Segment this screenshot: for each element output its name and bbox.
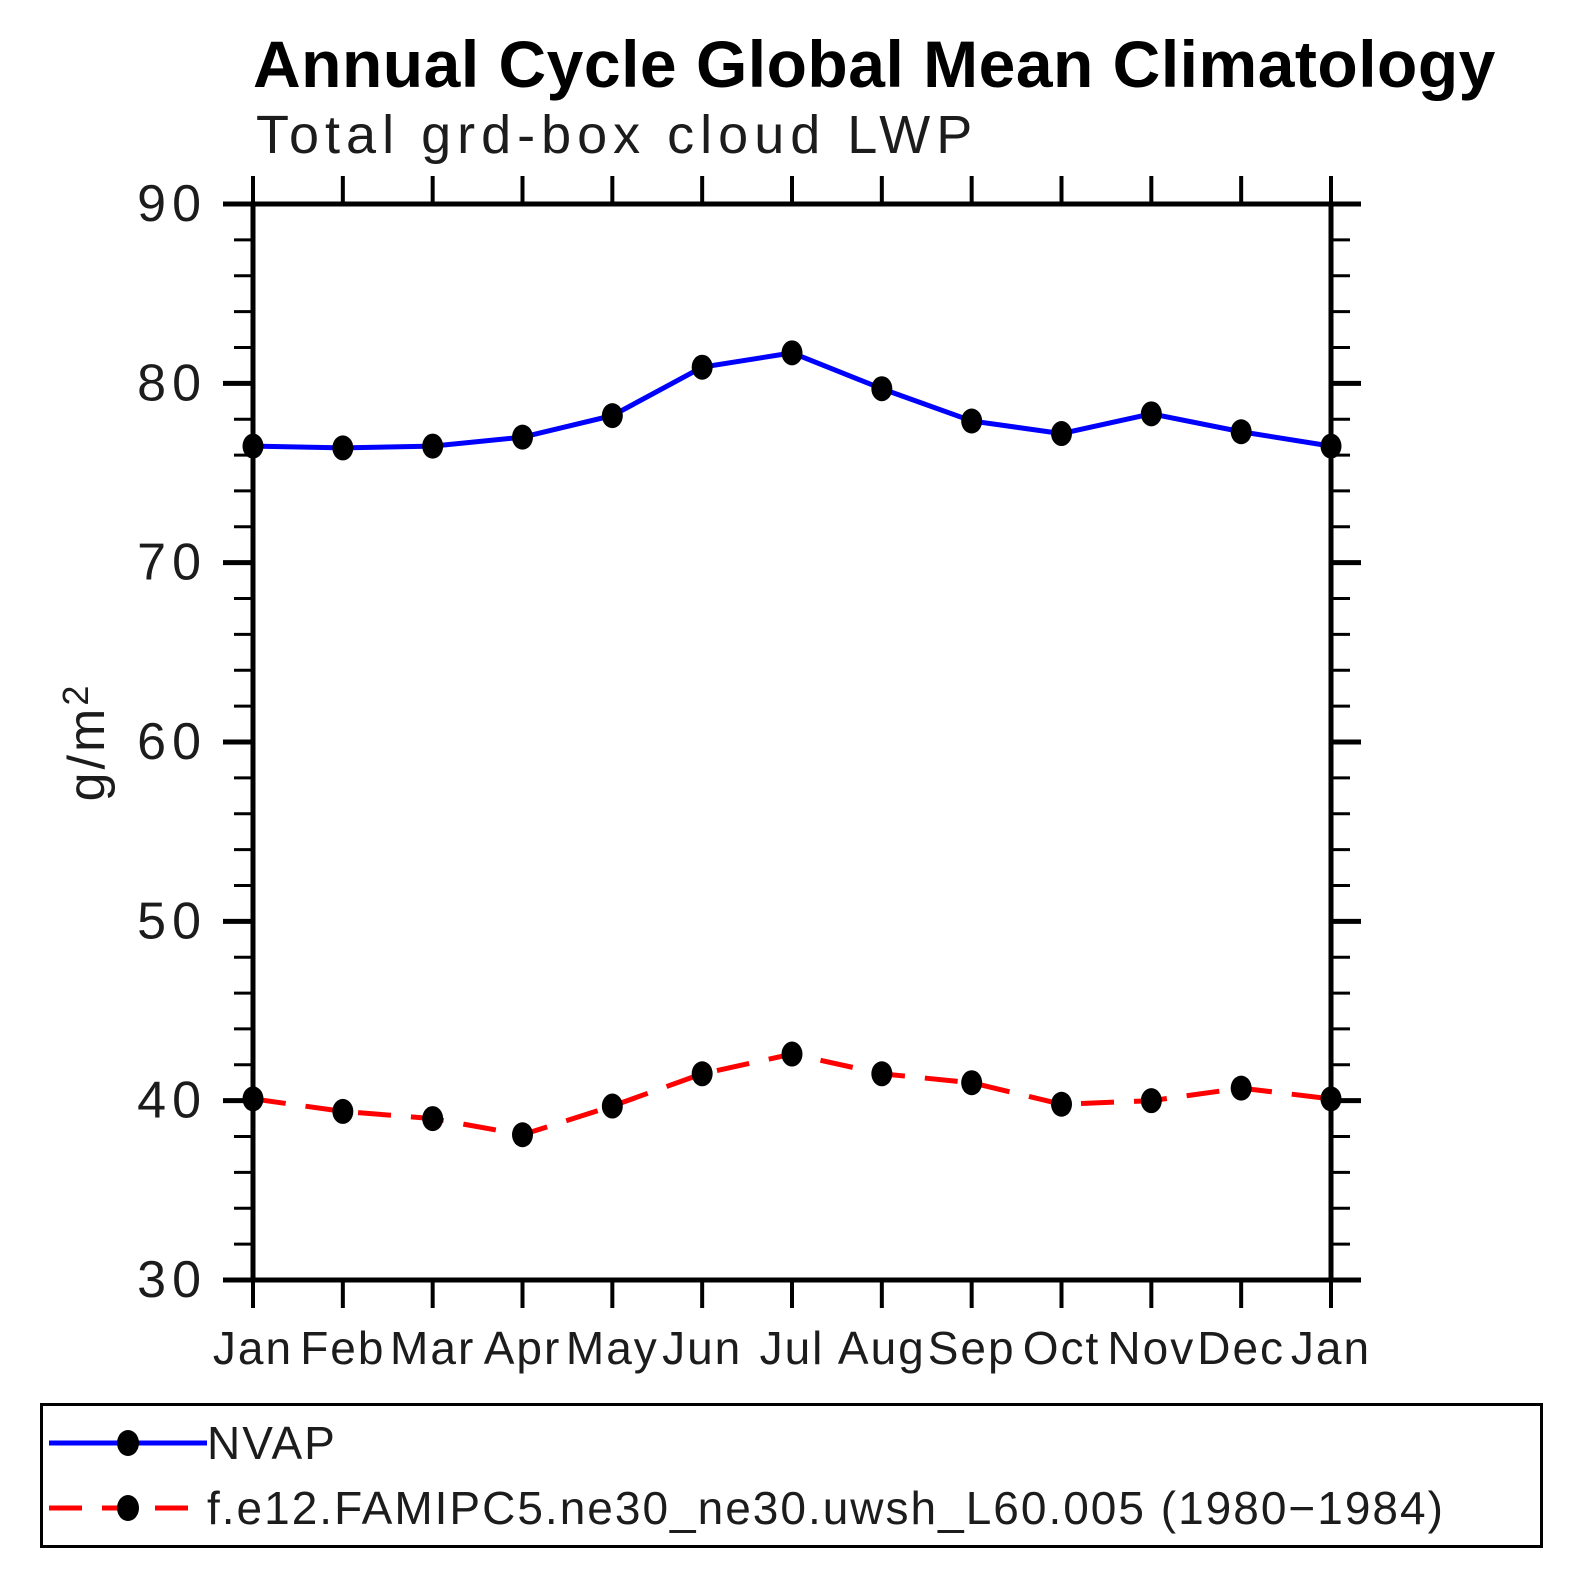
y-tick-label: 60 (137, 713, 207, 771)
chart-title: Annual Cycle Global Mean Climatology (253, 27, 1496, 101)
legend-swatch-nvap (49, 1430, 207, 1457)
data-point-marker (961, 1070, 983, 1096)
x-tick-label: Nov (1107, 1322, 1195, 1374)
legend-marker-dot-icon (117, 1430, 139, 1457)
data-point-marker (242, 1086, 264, 1112)
y-tick-label: 40 (137, 1072, 207, 1130)
legend-label-model: f.e12.FAMIPC5.ne30_ne30.uwsh_L60.005 (19… (207, 1481, 1445, 1534)
data-point-marker (1051, 421, 1072, 447)
y-axis-label: g/m2 (55, 683, 116, 802)
x-tick-label: Apr (484, 1322, 562, 1374)
data-point-marker (1320, 433, 1342, 459)
data-point-marker (871, 376, 893, 402)
data-point-marker (422, 1106, 444, 1132)
data-point-marker (1320, 1086, 1342, 1112)
y-tick-label: 30 (137, 1251, 207, 1309)
legend-box: NVAP f.e12.FAMIPC5.ne30_ne30.uwsh_L60.00… (40, 1403, 1543, 1548)
legend-item-model: f.e12.FAMIPC5.ne30_ne30.uwsh_L60.005 (19… (49, 1481, 1540, 1535)
x-tick-label: Jan (213, 1322, 293, 1374)
data-point-marker (1140, 1088, 1162, 1114)
legend-item-nvap: NVAP (49, 1416, 1540, 1470)
data-point-marker (601, 1093, 623, 1119)
x-tick-label: Aug (838, 1322, 926, 1374)
series-line-0 (252, 350, 1332, 451)
data-point-marker (1140, 401, 1162, 427)
data-point-marker (781, 1041, 803, 1067)
data-point-marker (601, 403, 623, 429)
legend-swatch-model (49, 1494, 207, 1521)
data-point-marker (781, 340, 803, 366)
plot-frame (250, 201, 1334, 1283)
legend-label-nvap: NVAP (207, 1417, 337, 1470)
data-point-marker (512, 424, 533, 450)
x-tick-label: Feb (300, 1322, 385, 1374)
data-point-marker (691, 1061, 713, 1087)
x-tick-label: Mar (390, 1322, 475, 1374)
data-point-marker (1230, 1075, 1252, 1101)
data-point-marker (332, 435, 354, 461)
x-tick-label: Jul (760, 1322, 825, 1374)
y-tick-label: 50 (137, 892, 207, 950)
data-point-marker (242, 433, 264, 459)
x-tick-label: Jun (662, 1322, 742, 1374)
data-point-marker (691, 354, 713, 380)
y-tick-label: 90 (137, 175, 207, 233)
legend-marker-dot-icon (117, 1494, 139, 1521)
data-point-marker (871, 1061, 893, 1087)
data-point-marker (961, 408, 983, 434)
data-point-marker (1051, 1091, 1072, 1117)
x-tick-label: Dec (1197, 1322, 1285, 1374)
y-tick-label: 80 (137, 354, 207, 412)
data-point-marker (512, 1122, 533, 1148)
data-point-marker (422, 433, 444, 459)
data-point-marker (332, 1098, 354, 1124)
chart-subtitle: Total grd-box cloud LWP (256, 105, 979, 165)
x-tick-label: Jan (1291, 1322, 1371, 1374)
data-point-marker (1230, 419, 1252, 445)
x-tick-label: Sep (928, 1322, 1016, 1374)
x-tick-label: Oct (1023, 1322, 1101, 1374)
y-tick-label: 70 (137, 534, 207, 592)
x-tick-label: May (566, 1322, 659, 1374)
